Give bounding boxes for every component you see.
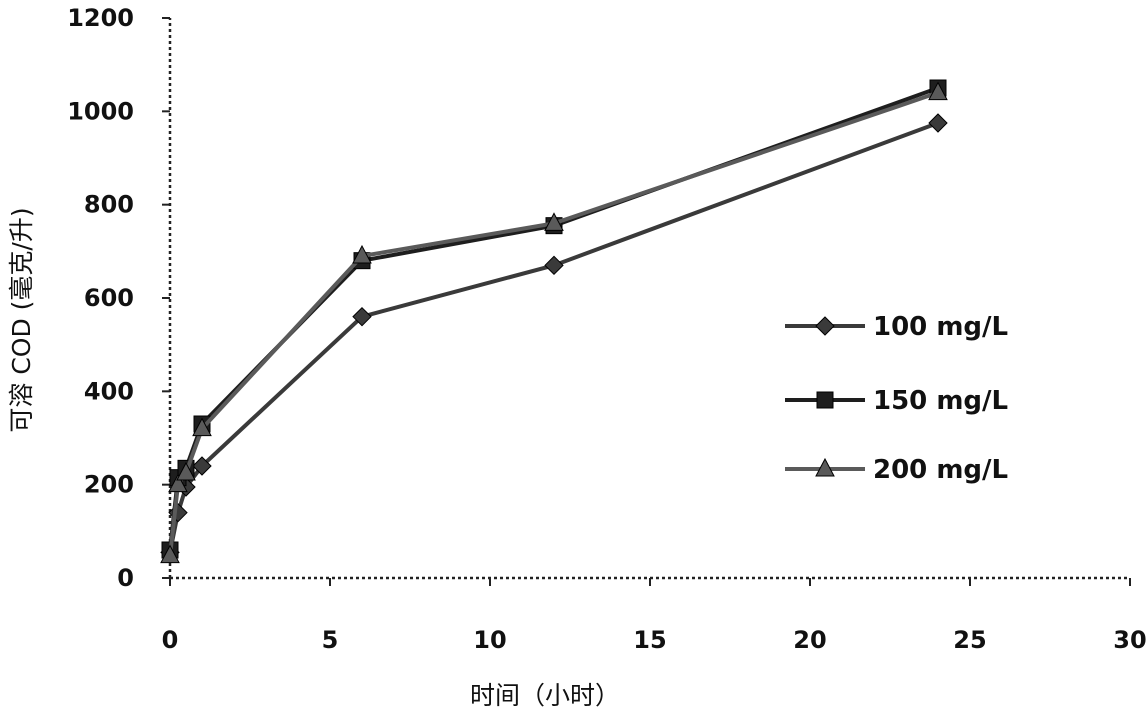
series-2	[161, 79, 947, 559]
data-point	[352, 244, 372, 264]
data-point	[168, 473, 188, 493]
data-point	[352, 306, 372, 327]
x-tick-label: 0	[162, 626, 179, 654]
series-layer	[160, 79, 948, 564]
x-tick-label: 5	[322, 626, 339, 654]
y-tick-label: 800	[84, 191, 134, 219]
data-point	[192, 417, 212, 437]
legend-item: 150 mg/L	[785, 386, 1008, 416]
legend-label: 200 mg/L	[873, 455, 1008, 485]
y-tick-label: 200	[84, 471, 134, 499]
y-axis-title: 可溶 COD (毫克/升)	[7, 207, 36, 432]
y-tick-label: 1000	[67, 97, 134, 125]
data-point	[176, 461, 196, 481]
x-tick-label: 30	[1113, 626, 1146, 654]
data-point	[815, 457, 835, 477]
x-tick-label: 10	[473, 626, 506, 654]
axes	[168, 18, 1130, 580]
legend-label: 150 mg/L	[873, 386, 1008, 416]
legend-label: 100 mg/L	[873, 312, 1008, 342]
data-point	[192, 456, 212, 476]
data-point	[928, 81, 948, 101]
legend-item: 100 mg/L	[785, 312, 1008, 342]
data-point	[928, 113, 948, 133]
data-point	[815, 316, 835, 336]
data-point	[544, 255, 564, 276]
data-point	[544, 212, 564, 231]
y-tick-label: 600	[84, 284, 134, 312]
x-tick-label: 15	[633, 626, 666, 654]
series-3	[160, 81, 948, 564]
y-tick-label: 0	[117, 564, 134, 592]
legend-item: 200 mg/L	[785, 455, 1008, 485]
x-tick-label: 20	[793, 626, 826, 654]
x-axis-title: 时间（小时）	[470, 681, 620, 710]
legend: 100 mg/L 150 mg/L 200 mg/L	[785, 312, 1008, 485]
ticks: 0 200 400 600 800 1000 1200 0 5 10 15 20 25 30	[67, 4, 1147, 654]
y-tick-label: 1200	[67, 4, 134, 32]
data-point	[160, 544, 180, 564]
y-tick-label: 400	[84, 377, 134, 405]
data-point	[816, 391, 834, 409]
x-tick-label: 25	[953, 626, 986, 654]
series-1	[160, 113, 948, 563]
